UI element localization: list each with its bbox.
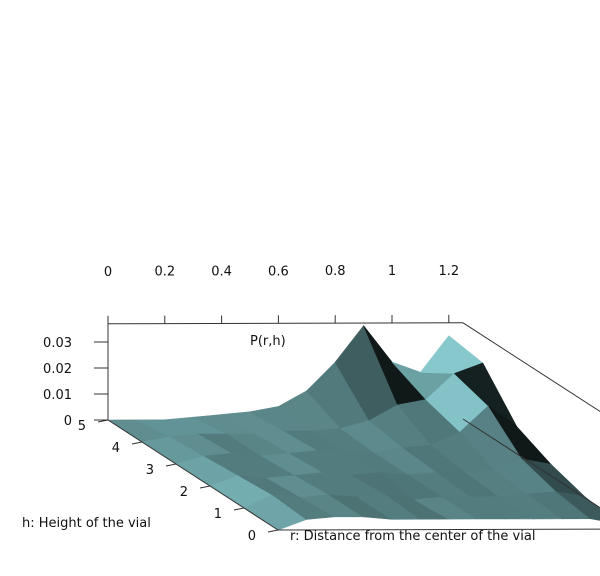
- z-tick-label: 0.02: [43, 362, 72, 377]
- h-tick-label: 2: [180, 485, 188, 500]
- surface-facet: [556, 491, 600, 521]
- axis-ticks: 0 0.2 0.4 0.6 0.8 1 1.2 0 0.01 0.02 0.03 0 1 2 3 4 5: [43, 264, 459, 544]
- h-tick-label: 0: [248, 529, 256, 544]
- r-tick-label: 1: [388, 264, 396, 279]
- h-tick-mark: [199, 485, 211, 489]
- r-tick-label: 0.6: [268, 264, 289, 279]
- h-tick-label: 5: [78, 419, 86, 434]
- box-edge: [277, 528, 600, 531]
- r-tick-label: 0: [104, 265, 112, 280]
- h-axis-label: h: Height of the vial: [22, 516, 151, 531]
- h-tick-mark: [97, 419, 109, 423]
- h-tick-label: 4: [112, 441, 120, 456]
- surface-mesh: [106, 325, 600, 531]
- r-tick-label: 0.4: [211, 264, 232, 279]
- h-tick-mark: [267, 529, 279, 533]
- h-tick-mark: [131, 441, 143, 445]
- r-tick-label: 0.2: [154, 265, 175, 280]
- r-tick-label: 1.2: [438, 264, 459, 279]
- plot-box: [107, 322, 600, 531]
- z-axis-label: P(r,h): [250, 334, 286, 349]
- r-axis-label: r: Distance from the center of the vial: [290, 529, 535, 544]
- h-tick-mark: [233, 507, 245, 511]
- z-tick-label: 0: [64, 414, 72, 429]
- box-edge: [462, 322, 600, 413]
- h-tick-label: 3: [146, 463, 154, 478]
- h-tick-mark: [165, 463, 177, 467]
- z-tick-label: 0.03: [43, 336, 72, 351]
- box-edge: [462, 418, 600, 509]
- r-tick-label: 0.8: [325, 264, 346, 279]
- h-tick-label: 1: [214, 507, 222, 522]
- box-edge: [107, 419, 279, 531]
- z-tick-label: 0.01: [43, 388, 72, 403]
- box-edge: [107, 322, 464, 325]
